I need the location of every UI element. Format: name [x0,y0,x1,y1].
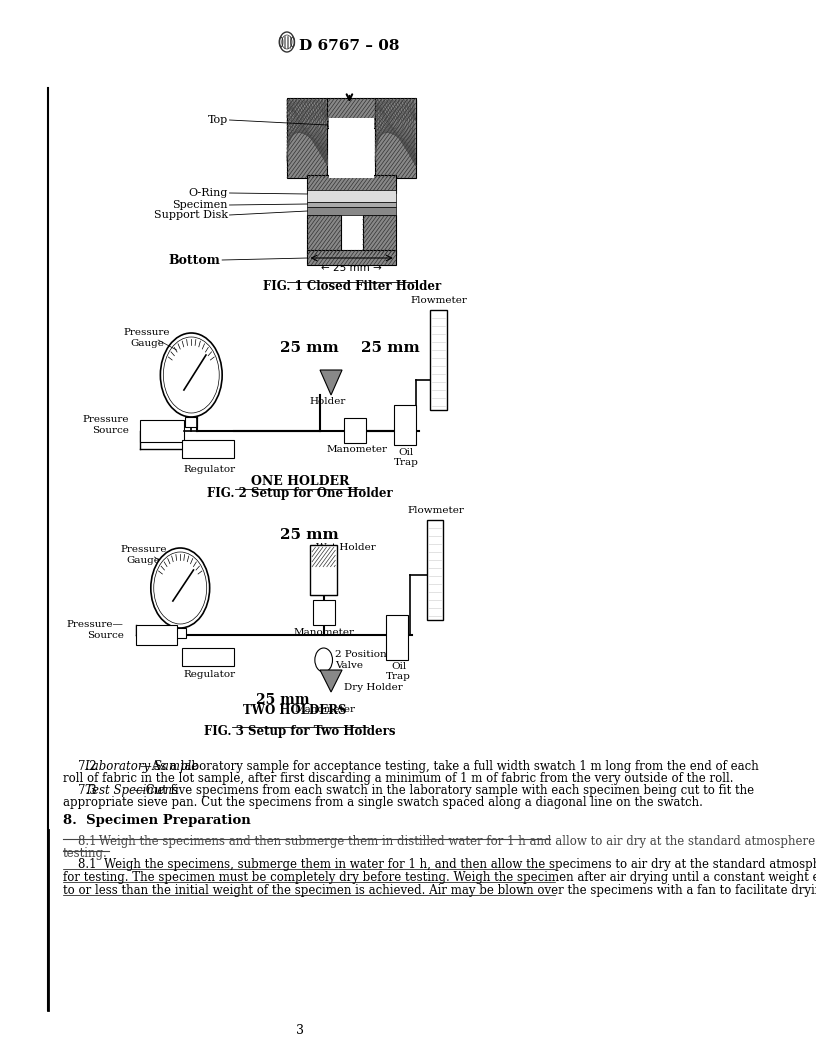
Text: Flowmeter: Flowmeter [407,506,464,515]
Bar [313,600,335,625]
Circle shape [153,552,206,624]
Bar [140,420,184,442]
Polygon shape [320,370,342,395]
Text: 25 mm: 25 mm [256,693,310,708]
Bar [430,310,446,410]
Text: FIG. 1 Closed Filter Holder: FIG. 1 Closed Filter Holder [263,280,441,293]
Bar [312,547,335,567]
Circle shape [161,333,222,417]
Bar [375,100,415,165]
Text: 25 mm: 25 mm [361,341,419,355]
Bar [386,615,408,660]
Circle shape [315,648,332,672]
Bar [308,190,396,202]
Text: Bottom: Bottom [169,253,220,266]
Text: 3: 3 [296,1023,304,1037]
Text: Test Specimens: Test Specimens [85,784,178,797]
Text: 25 mm: 25 mm [280,341,339,355]
Polygon shape [320,670,342,692]
Text: to or less than the initial weight of the specimen is achieved. Air may be blown: to or less than the initial weight of th… [63,884,816,897]
Bar [287,100,327,165]
Text: —Cut five specimens from each swatch in the laboratory sample with each specimen: —Cut five specimens from each swatch in … [134,784,754,797]
Text: Laboratory Sample: Laboratory Sample [85,760,199,773]
Text: Oil
Trap: Oil Trap [386,662,411,681]
Bar [287,100,327,120]
Bar [344,418,366,444]
Bar [136,625,176,645]
Text: Regulator: Regulator [184,465,236,474]
Text: Manometer: Manometer [295,705,355,715]
Text: —As a laboratory sample for acceptance testing, take a full width swatch 1 m lon: —As a laboratory sample for acceptance t… [140,760,759,773]
Text: ONE HOLDER: ONE HOLDER [251,475,349,488]
Text: 7.3: 7.3 [63,784,104,797]
Text: 8.1  Weigh the specimens, submerge them in water for 1 h, and then allow the spe: 8.1 Weigh the specimens, submerge them i… [63,857,816,871]
Bar [183,440,234,458]
Text: appropriate sieve pan. Cut the specimens from a single swatch spaced along a dia: appropriate sieve pan. Cut the specimens… [63,796,703,809]
Text: 8.1 Weigh the specimens and then submerge them in distilled water for 1 h and al: 8.1 Weigh the specimens and then submerg… [63,835,816,848]
Text: Oil
Trap: Oil Trap [393,448,419,468]
Text: Flowmeter: Flowmeter [410,296,468,305]
Bar [427,520,443,620]
Text: D 6767 – 08: D 6767 – 08 [299,39,399,53]
Bar [329,118,374,178]
Text: Specimen: Specimen [172,200,228,210]
Bar [287,98,327,178]
Text: Holder: Holder [309,397,345,406]
Bar [308,215,340,254]
Bar [327,98,375,128]
Text: TWO HOLDERS: TWO HOLDERS [242,703,346,717]
Text: Regulator: Regulator [184,670,236,679]
Bar [308,207,396,215]
Text: roll of fabric in the lot sample, after first discarding a minimum of 1 m of fab: roll of fabric in the lot sample, after … [63,772,733,785]
Text: Manometer: Manometer [293,628,354,637]
Text: Pressure—
Source: Pressure— Source [67,620,123,640]
Text: for testing. The specimen must be completely dry before testing. Weigh the speci: for testing. The specimen must be comple… [63,871,816,884]
Bar [308,175,396,193]
Bar [393,406,415,445]
Text: Support Disk: Support Disk [154,210,228,220]
Text: Wet Holder: Wet Holder [317,544,376,552]
Text: 2 Position
Valve: 2 Position Valve [335,650,387,670]
Text: 8.  Specimen Preparation: 8. Specimen Preparation [63,814,251,827]
Text: testing.: testing. [63,847,107,860]
Text: Pressure
Gauge: Pressure Gauge [124,328,171,347]
Text: FIG. 3 Setup for Two Holders: FIG. 3 Setup for Two Holders [204,725,396,738]
Bar [185,417,197,427]
Circle shape [151,548,210,628]
Bar [308,250,396,265]
Bar [308,202,396,207]
Text: O-Ring: O-Ring [188,188,228,199]
Bar [183,648,234,666]
Bar [310,545,337,595]
Text: Top: Top [208,115,228,125]
Text: FIG. 2 Setup for One Holder: FIG. 2 Setup for One Holder [207,487,393,499]
Text: Pressure
Source: Pressure Source [82,415,129,435]
Text: 25 mm: 25 mm [280,528,339,542]
Bar [375,98,415,178]
Bar [175,628,186,638]
Bar [375,100,415,120]
Text: 7.2: 7.2 [63,760,104,773]
Bar [362,215,396,254]
Circle shape [163,337,220,413]
Text: Dry Holder: Dry Holder [344,683,403,693]
Text: Manometer: Manometer [326,445,388,454]
Text: ← 25 mm →: ← 25 mm → [322,263,382,274]
Text: Pressure
Gauge: Pressure Gauge [120,545,166,565]
